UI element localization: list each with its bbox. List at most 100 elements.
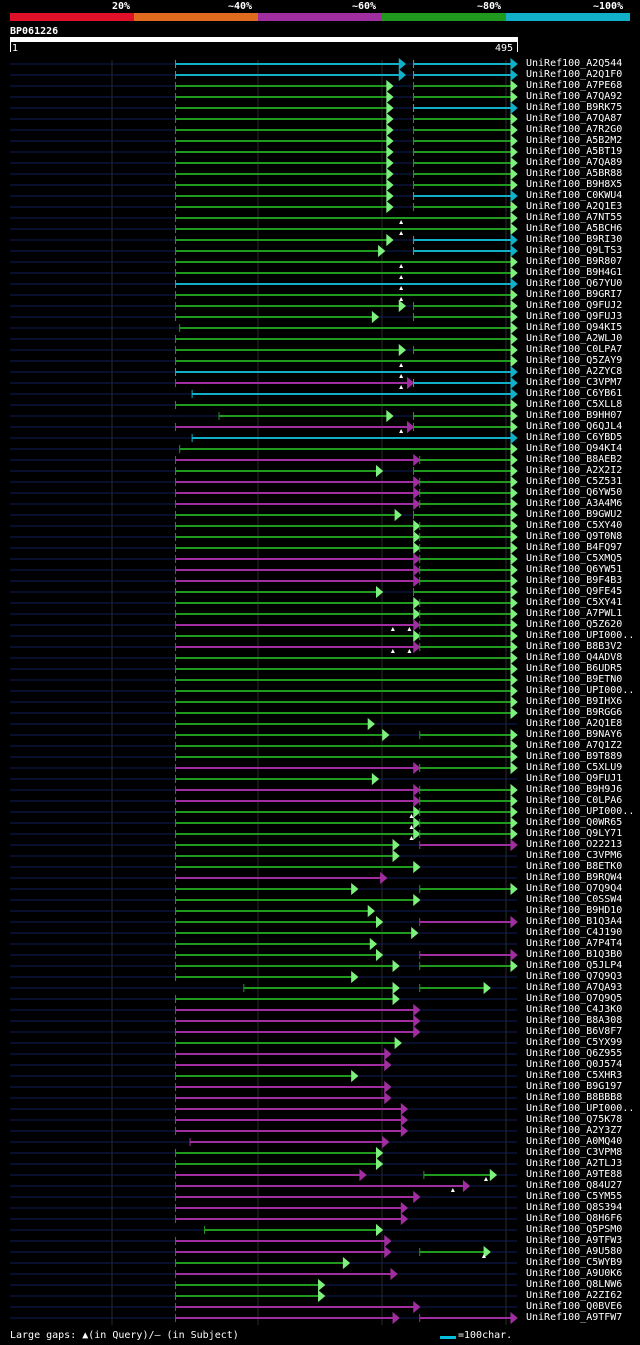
hit-label[interactable]: UniRef100_UPI000..	[526, 630, 635, 641]
hit-label[interactable]: UniRef100_Q9FUJ1	[526, 773, 623, 784]
hit-label[interactable]: UniRef100_Q9LY71	[526, 828, 623, 839]
hit-label[interactable]: UniRef100_A2X2I2	[526, 465, 623, 476]
hit-label[interactable]: UniRef100_B9GRI7	[526, 289, 623, 300]
hit-label[interactable]: UniRef100_C5XY41	[526, 597, 623, 608]
hit-label[interactable]: UniRef100_B9R807	[526, 256, 623, 267]
hit-label[interactable]: UniRef100_O22213	[526, 839, 623, 850]
hit-label[interactable]: UniRef100_Q7Q9Q5	[526, 993, 623, 1004]
hit-label[interactable]: UniRef100_Q6YW50	[526, 487, 623, 498]
hit-label[interactable]: UniRef100_C5XLU9	[526, 762, 623, 773]
hit-label[interactable]: UniRef100_B9NAY6	[526, 729, 623, 740]
hit-label[interactable]: UniRef100_Q9FE45	[526, 586, 623, 597]
hit-label[interactable]: UniRef100_B9IHX6	[526, 696, 623, 707]
hit-label[interactable]: UniRef100_A0MQ40	[526, 1136, 623, 1147]
hit-label[interactable]: UniRef100_Q5Z620	[526, 619, 623, 630]
hit-label[interactable]: UniRef100_B9GWU2	[526, 509, 623, 520]
hit-label[interactable]: UniRef100_Q84U27	[526, 1180, 623, 1191]
hit-label[interactable]: UniRef100_Q5PSM0	[526, 1224, 623, 1235]
hit-label[interactable]: UniRef100_B9RI30	[526, 234, 623, 245]
hit-label[interactable]: UniRef100_A2WLJ0	[526, 333, 623, 344]
hit-label[interactable]: UniRef100_Q94KI4	[526, 443, 623, 454]
hit-label[interactable]: UniRef100_B4FQ97	[526, 542, 623, 553]
hit-label[interactable]: UniRef100_A2ZYC8	[526, 366, 623, 377]
hit-label[interactable]: UniRef100_A7QA93	[526, 982, 623, 993]
hit-label[interactable]: UniRef100_B9RGG6	[526, 707, 623, 718]
hit-label[interactable]: UniRef100_A2Q544	[526, 58, 623, 69]
hit-label[interactable]: UniRef100_Q9FUJ3	[526, 311, 623, 322]
hit-label[interactable]: UniRef100_B9H4G1	[526, 267, 623, 278]
hit-label[interactable]: UniRef100_A7PE68	[526, 80, 623, 91]
hit-label[interactable]: UniRef100_B1Q3A4	[526, 916, 623, 927]
hit-label[interactable]: UniRef100_A3A4M6	[526, 498, 623, 509]
hit-label[interactable]: UniRef100_B6UDR5	[526, 663, 623, 674]
hit-label[interactable]: UniRef100_B8B3V2	[526, 641, 623, 652]
hit-label[interactable]: UniRef100_UPI000..	[526, 685, 635, 696]
hit-label[interactable]: UniRef100_Q75K78	[526, 1114, 623, 1125]
hit-label[interactable]: UniRef100_B9G197	[526, 1081, 623, 1092]
hit-label[interactable]: UniRef100_A7R2G0	[526, 124, 623, 135]
hit-label[interactable]: UniRef100_Q6Z955	[526, 1048, 623, 1059]
hit-label[interactable]: UniRef100_C4J3K0	[526, 1004, 623, 1015]
hit-label[interactable]: UniRef100_C5XY40	[526, 520, 623, 531]
hit-label[interactable]: UniRef100_Q8H6F6	[526, 1213, 623, 1224]
hit-label[interactable]: UniRef100_Q7Q9Q4	[526, 883, 623, 894]
hit-label[interactable]: UniRef100_C3VPM7	[526, 377, 623, 388]
hit-label[interactable]: UniRef100_C5YM55	[526, 1191, 623, 1202]
hit-label[interactable]: UniRef100_A7P4T4	[526, 938, 623, 949]
hit-label[interactable]: UniRef100_B1Q3B0	[526, 949, 623, 960]
hit-label[interactable]: UniRef100_C5YX99	[526, 1037, 623, 1048]
hit-label[interactable]: UniRef100_Q6YW51	[526, 564, 623, 575]
hit-label[interactable]: UniRef100_Q5ZAY9	[526, 355, 623, 366]
hit-label[interactable]: UniRef100_A2ZI62	[526, 1290, 623, 1301]
hit-label[interactable]: UniRef100_A5BT19	[526, 146, 623, 157]
hit-label[interactable]: UniRef100_B6V8F7	[526, 1026, 623, 1037]
hit-label[interactable]: UniRef100_C5Z531	[526, 476, 623, 487]
hit-label[interactable]: UniRef100_A9U580	[526, 1246, 623, 1257]
hit-label[interactable]: UniRef100_C0LPA7	[526, 344, 623, 355]
hit-label[interactable]: UniRef100_B9F4B3	[526, 575, 623, 586]
hit-label[interactable]: UniRef100_B9ETN0	[526, 674, 623, 685]
hit-label[interactable]: UniRef100_Q8LNW6	[526, 1279, 623, 1290]
hit-label[interactable]: UniRef100_C5XLL8	[526, 399, 623, 410]
hit-label[interactable]: UniRef100_A2Q1E3	[526, 201, 623, 212]
hit-label[interactable]: UniRef100_A7QA87	[526, 113, 623, 124]
hit-label[interactable]: UniRef100_C5XHR3	[526, 1070, 623, 1081]
hit-label[interactable]: UniRef100_A5B2M2	[526, 135, 623, 146]
hit-label[interactable]: UniRef100_A7QA92	[526, 91, 623, 102]
hit-label[interactable]: UniRef100_C4J190	[526, 927, 623, 938]
hit-label[interactable]: UniRef100_A2TLJ3	[526, 1158, 623, 1169]
hit-label[interactable]: UniRef100_C6YBD5	[526, 432, 623, 443]
hit-label[interactable]: UniRef100_A7NT55	[526, 212, 623, 223]
hit-label[interactable]: UniRef100_A9U0K6	[526, 1268, 623, 1279]
hit-label[interactable]: UniRef100_Q7Q9Q3	[526, 971, 623, 982]
hit-label[interactable]: UniRef100_C0SSW4	[526, 894, 623, 905]
hit-label[interactable]: UniRef100_A7QA89	[526, 157, 623, 168]
hit-label[interactable]: UniRef100_B9H8X5	[526, 179, 623, 190]
hit-label[interactable]: UniRef100_B8BBB8	[526, 1092, 623, 1103]
hit-label[interactable]: UniRef100_B8ETK0	[526, 861, 623, 872]
hit-label[interactable]: UniRef100_B9RK75	[526, 102, 623, 113]
hit-label[interactable]: UniRef100_Q4ADV8	[526, 652, 623, 663]
hit-label[interactable]: UniRef100_Q67YU0	[526, 278, 623, 289]
hit-label[interactable]: UniRef100_Q8S394	[526, 1202, 623, 1213]
hit-label[interactable]: UniRef100_B9RQW4	[526, 872, 623, 883]
hit-label[interactable]: UniRef100_Q5JLP4	[526, 960, 623, 971]
hit-label[interactable]: UniRef100_B8A308	[526, 1015, 623, 1026]
hit-label[interactable]: UniRef100_C3VPM8	[526, 1147, 623, 1158]
hit-label[interactable]: UniRef100_A5BCH6	[526, 223, 623, 234]
hit-label[interactable]: UniRef100_A7PWL1	[526, 608, 623, 619]
hit-label[interactable]: UniRef100_A9TE88	[526, 1169, 623, 1180]
hit-label[interactable]: UniRef100_Q9LTS3	[526, 245, 623, 256]
hit-label[interactable]: UniRef100_Q94KI5	[526, 322, 623, 333]
hit-label[interactable]: UniRef100_A9TFW7	[526, 1312, 623, 1323]
hit-label[interactable]: UniRef100_C6YB61	[526, 388, 623, 399]
hit-label[interactable]: UniRef100_B9HH07	[526, 410, 623, 421]
hit-label[interactable]: UniRef100_C5XMQ5	[526, 553, 623, 564]
hit-label[interactable]: UniRef100_Q6QJL4	[526, 421, 623, 432]
hit-label[interactable]: UniRef100_A5BR88	[526, 168, 623, 179]
hit-label[interactable]: UniRef100_B9H9J6	[526, 784, 623, 795]
hit-label[interactable]: UniRef100_A2Y3Z7	[526, 1125, 623, 1136]
hit-label[interactable]: UniRef100_C0KWU4	[526, 190, 623, 201]
hit-label[interactable]: UniRef100_C3VPM6	[526, 850, 623, 861]
hit-label[interactable]: UniRef100_C0LPA6	[526, 795, 623, 806]
